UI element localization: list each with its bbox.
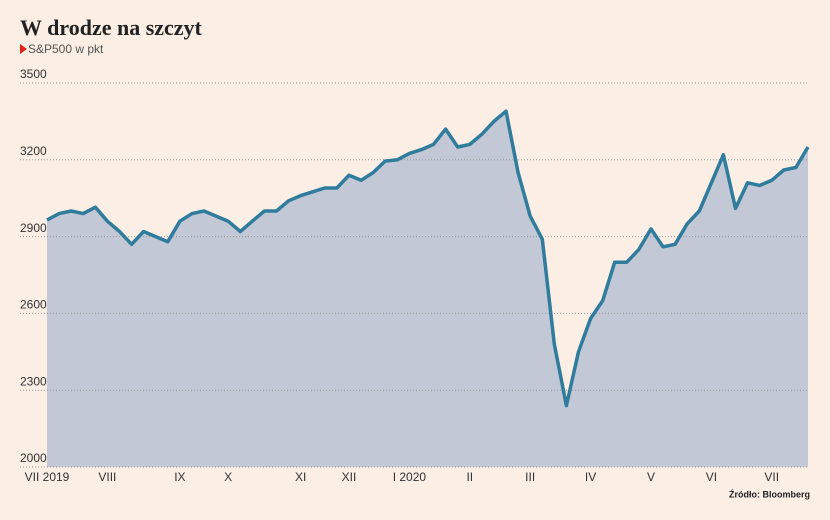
x-tick-label: XII — [342, 470, 357, 484]
x-tick-label: III — [525, 470, 535, 484]
x-tick-label: VIII — [98, 470, 116, 484]
x-tick-label: I 2020 — [393, 470, 427, 484]
x-tick-label: X — [224, 470, 232, 484]
y-tick-label: 2600 — [20, 298, 47, 312]
x-tick-label: II — [466, 470, 473, 484]
x-tick-label: VII 2019 — [25, 470, 70, 484]
line — [46, 109, 810, 408]
area — [47, 111, 808, 467]
x-tick-label: VI — [706, 470, 717, 484]
x-tick-label: IV — [585, 470, 596, 484]
source: Źródło: Bloomberg — [729, 489, 810, 499]
y-tick-label: 2000 — [20, 451, 47, 465]
x-tick-label: VII — [764, 470, 779, 484]
x-tick-label: XI — [295, 470, 306, 484]
subtitle-marker — [20, 44, 27, 54]
chart-subtitle: S&P500 w pkt — [28, 42, 104, 56]
x-tick-label: IX — [174, 470, 185, 484]
y-tick-label: 3200 — [20, 144, 47, 158]
chart-title: W drodze na szczyt — [20, 15, 203, 40]
x-tick-label: V — [647, 470, 655, 484]
y-tick-label: 2900 — [20, 221, 47, 235]
y-tick-label: 2300 — [20, 374, 47, 388]
y-tick-label: 3500 — [20, 67, 47, 81]
